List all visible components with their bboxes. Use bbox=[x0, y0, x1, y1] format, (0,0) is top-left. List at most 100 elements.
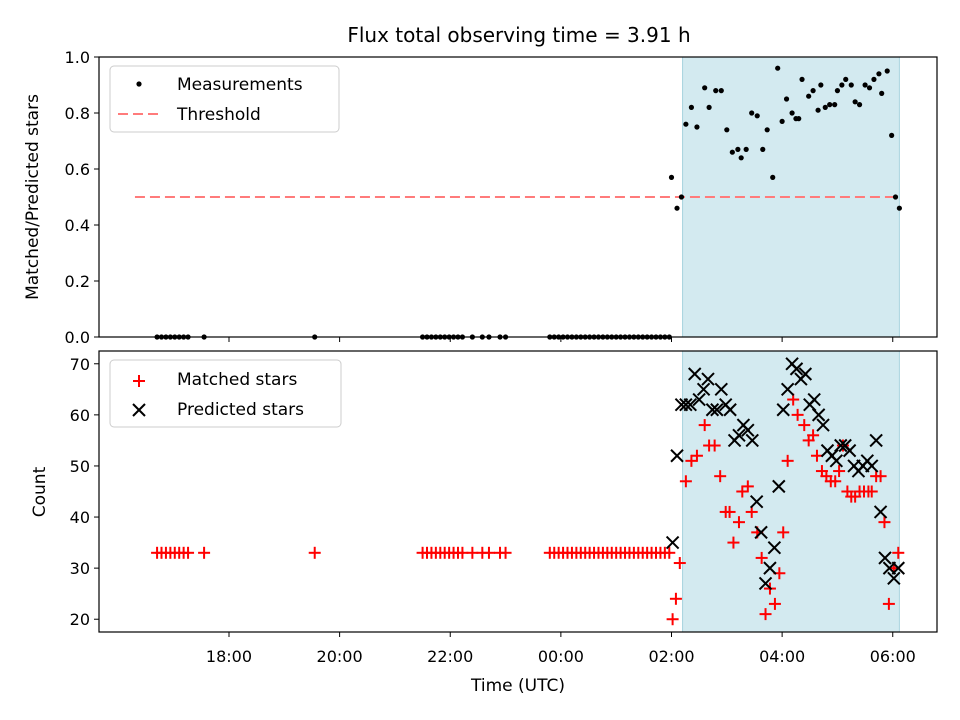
matched-star-point bbox=[732, 516, 745, 529]
predicted-star-point bbox=[776, 403, 790, 417]
measurement-point bbox=[896, 205, 902, 211]
matched-star-point bbox=[663, 546, 676, 559]
legend-measurements-label: Measurements bbox=[177, 75, 303, 95]
measurement-point bbox=[822, 104, 828, 110]
predicted-star-point bbox=[829, 454, 844, 468]
legend-matched-marker bbox=[133, 375, 145, 387]
matched-star-point bbox=[882, 597, 895, 610]
y-tick-label: 30 bbox=[70, 559, 90, 578]
y-tick-label: 0.2 bbox=[65, 272, 90, 291]
predicted-star-point bbox=[710, 403, 724, 417]
measurement-point bbox=[848, 82, 854, 88]
predicted-star-point bbox=[745, 433, 759, 448]
bottom-y-ticks: 20 30 40 50 60 70 bbox=[70, 355, 99, 629]
matched-star-point bbox=[685, 454, 698, 467]
bottom-legend: Matched stars Predicted stars bbox=[109, 359, 342, 428]
x-axis-label: Time (UTC) bbox=[470, 676, 565, 696]
x-tick-label: 00:00 bbox=[538, 647, 584, 666]
x-tick-label: 02:00 bbox=[648, 647, 694, 666]
measurement-point bbox=[789, 110, 795, 116]
predicted-star-point bbox=[683, 397, 698, 412]
y-tick-label: 0.4 bbox=[65, 216, 90, 235]
measurement-point bbox=[678, 194, 685, 200]
matched-star-point bbox=[874, 470, 887, 483]
y-tick-label: 50 bbox=[70, 457, 90, 476]
measurement-point bbox=[871, 76, 877, 82]
predicted-star-point bbox=[887, 571, 901, 586]
predicted-star-point bbox=[772, 479, 786, 494]
predicted-star-point bbox=[665, 535, 680, 550]
measurement-point bbox=[827, 102, 833, 108]
predicted-star-point bbox=[891, 561, 905, 575]
predicted-star-point bbox=[763, 561, 777, 575]
matched-star-point bbox=[666, 613, 679, 626]
y-tick-label: 0.6 bbox=[65, 160, 90, 179]
predicted-star-point bbox=[732, 428, 746, 443]
matched-star-point bbox=[198, 546, 211, 559]
legend-measurements-marker bbox=[136, 81, 142, 87]
measurement-point bbox=[866, 85, 873, 91]
predicted-star-point bbox=[869, 433, 883, 448]
matched-star-point bbox=[807, 429, 820, 442]
legend-threshold-label: Threshold bbox=[176, 105, 261, 125]
measurement-point bbox=[668, 174, 675, 180]
measurement-point bbox=[799, 76, 805, 82]
measurement-point bbox=[724, 127, 730, 133]
measurement-point bbox=[688, 104, 695, 110]
measurement-point bbox=[884, 68, 890, 74]
measurement-point bbox=[713, 88, 719, 94]
top-axes-frame bbox=[98, 56, 938, 338]
predicted-star-point bbox=[878, 551, 892, 565]
measurement-point bbox=[764, 127, 770, 133]
measurement-point bbox=[818, 82, 824, 88]
measurement-point bbox=[743, 146, 749, 152]
predicted-star-point bbox=[816, 418, 830, 432]
legend-predicted-marker bbox=[132, 403, 146, 417]
measurement-point bbox=[889, 132, 895, 138]
bottom-plot-area: 20 30 40 50 60 70 18:00 20:00 22:00 00:00 02:00 04… bbox=[70, 350, 938, 666]
y-tick-label: 0.0 bbox=[65, 328, 90, 347]
measurement-point bbox=[876, 71, 882, 77]
matched-star-point bbox=[723, 505, 736, 518]
predicted-star-points bbox=[665, 357, 905, 591]
measurement-point bbox=[832, 102, 838, 108]
predicted-star-point bbox=[758, 576, 773, 591]
measurement-point bbox=[729, 149, 735, 155]
measurement-point bbox=[702, 85, 708, 91]
matched-star-point bbox=[878, 516, 891, 529]
legend-matched-label: Matched stars bbox=[177, 370, 297, 390]
predicted-star-point bbox=[723, 403, 737, 417]
predicted-star-point bbox=[705, 403, 720, 417]
measurement-point bbox=[856, 102, 863, 108]
measurement-point bbox=[760, 146, 766, 152]
matched-star-point bbox=[892, 546, 905, 559]
matched-star-point bbox=[836, 439, 849, 452]
matched-star-point bbox=[741, 480, 754, 493]
measurement-point bbox=[775, 65, 781, 71]
matched-star-point bbox=[755, 551, 768, 564]
measurement-point bbox=[862, 82, 868, 88]
matched-star-point bbox=[781, 454, 794, 467]
matched-star-point bbox=[727, 536, 740, 549]
measurement-point bbox=[674, 205, 680, 211]
matched-star-point bbox=[182, 546, 195, 559]
y-tick-label: 0.8 bbox=[65, 104, 90, 123]
x-tick-label: 04:00 bbox=[759, 647, 805, 666]
predicted-star-point bbox=[873, 505, 888, 519]
measurement-point bbox=[735, 146, 741, 152]
predicted-star-point bbox=[688, 367, 702, 381]
matched-star-point bbox=[708, 439, 721, 452]
y-tick-label: 1.0 bbox=[65, 48, 90, 67]
measurement-point bbox=[779, 118, 785, 124]
matched-star-point bbox=[768, 597, 781, 610]
predicted-star-point bbox=[780, 382, 795, 397]
predicted-star-point bbox=[865, 459, 879, 473]
predicted-star-point bbox=[789, 362, 804, 376]
predicted-star-point bbox=[811, 408, 826, 422]
measurement-point bbox=[738, 155, 744, 161]
x-tick-label: 06:00 bbox=[870, 647, 916, 666]
predicted-star-point bbox=[692, 392, 706, 407]
matched-star-point bbox=[673, 557, 686, 570]
predicted-star-point bbox=[714, 382, 728, 397]
top-plot-area: 0.0 0.2 0.4 0.6 0.8 1.0 bbox=[65, 48, 938, 347]
